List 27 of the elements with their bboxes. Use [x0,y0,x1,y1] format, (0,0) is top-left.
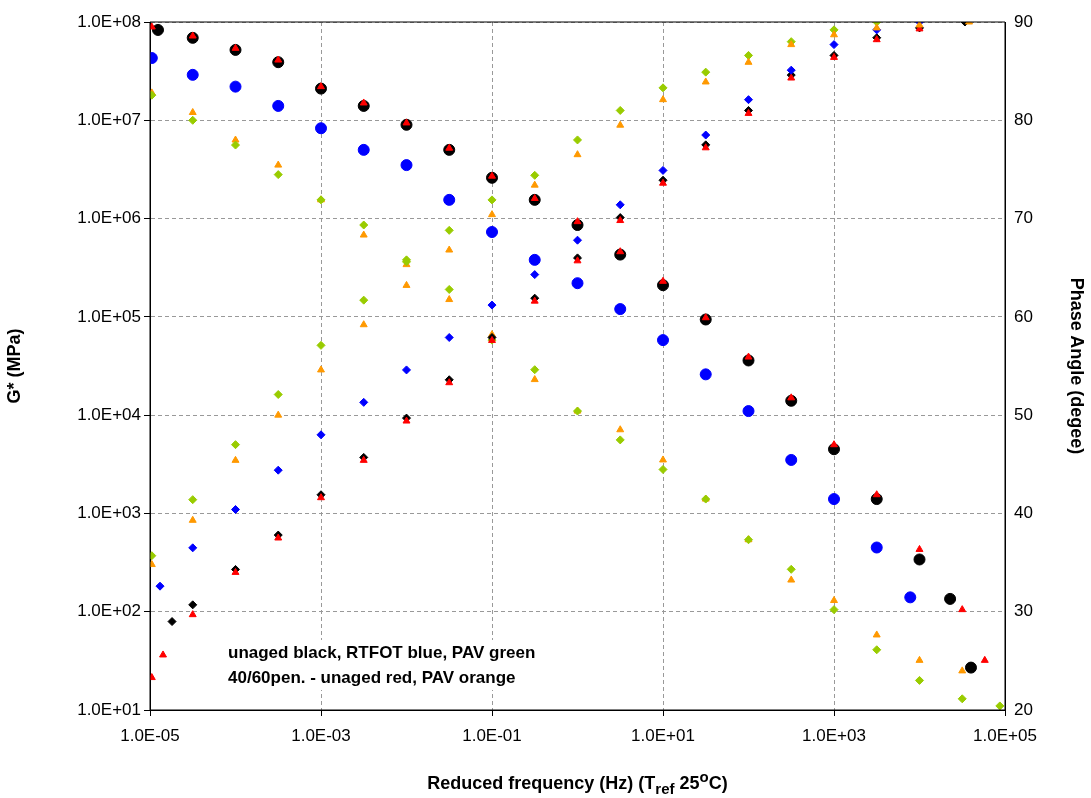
y2-tick-label: 60 [1014,306,1033,326]
x-tick-label: 1.0E-03 [291,725,351,745]
y-tick-label: 1.0E+03 [77,503,141,523]
y2-tick-label: 70 [1014,208,1033,228]
y2-axis-title: Phase Angle (degee) [1067,277,1088,455]
y2-tick-label: 30 [1014,601,1033,621]
y-tick-label: 1.0E+06 [77,208,141,228]
x-axis-title: Reduced frequency (Hz) (T$_{ref}$ 25$^{o}$C) [426,768,729,797]
y2-tick-label: 80 [1014,109,1033,129]
y2-tick-label: 90 [1014,11,1033,31]
annotation: unaged black, RTFOT blue, PAV green [228,642,536,664]
y-tick-label: 1.0E+07 [77,109,141,129]
x-tick-label: 1.0E-05 [120,725,180,745]
y-tick-label: 1.0E+05 [77,306,141,326]
x-tick-label: 1.0E-01 [462,725,522,745]
y-tick-label: 1.0E+08 [77,11,141,31]
y2-tick-label: 50 [1014,404,1033,424]
y-tick-label: 1.0E+02 [77,601,141,621]
y2-tick-label: 20 [1014,699,1033,719]
x-tick-label: 1.0E+05 [973,725,1037,745]
y-tick-label: 1.0E+01 [77,699,141,719]
y-tick-label: 1.0E+04 [77,404,141,424]
y-axis-title: G* (MPa) [3,328,24,404]
x-tick-label: 1.0E+01 [631,725,695,745]
annotation: 40/60pen. - unaged red, PAV orange [228,667,517,689]
x-tick-label: 1.0E+03 [802,725,866,745]
y2-tick-label: 40 [1014,503,1033,523]
